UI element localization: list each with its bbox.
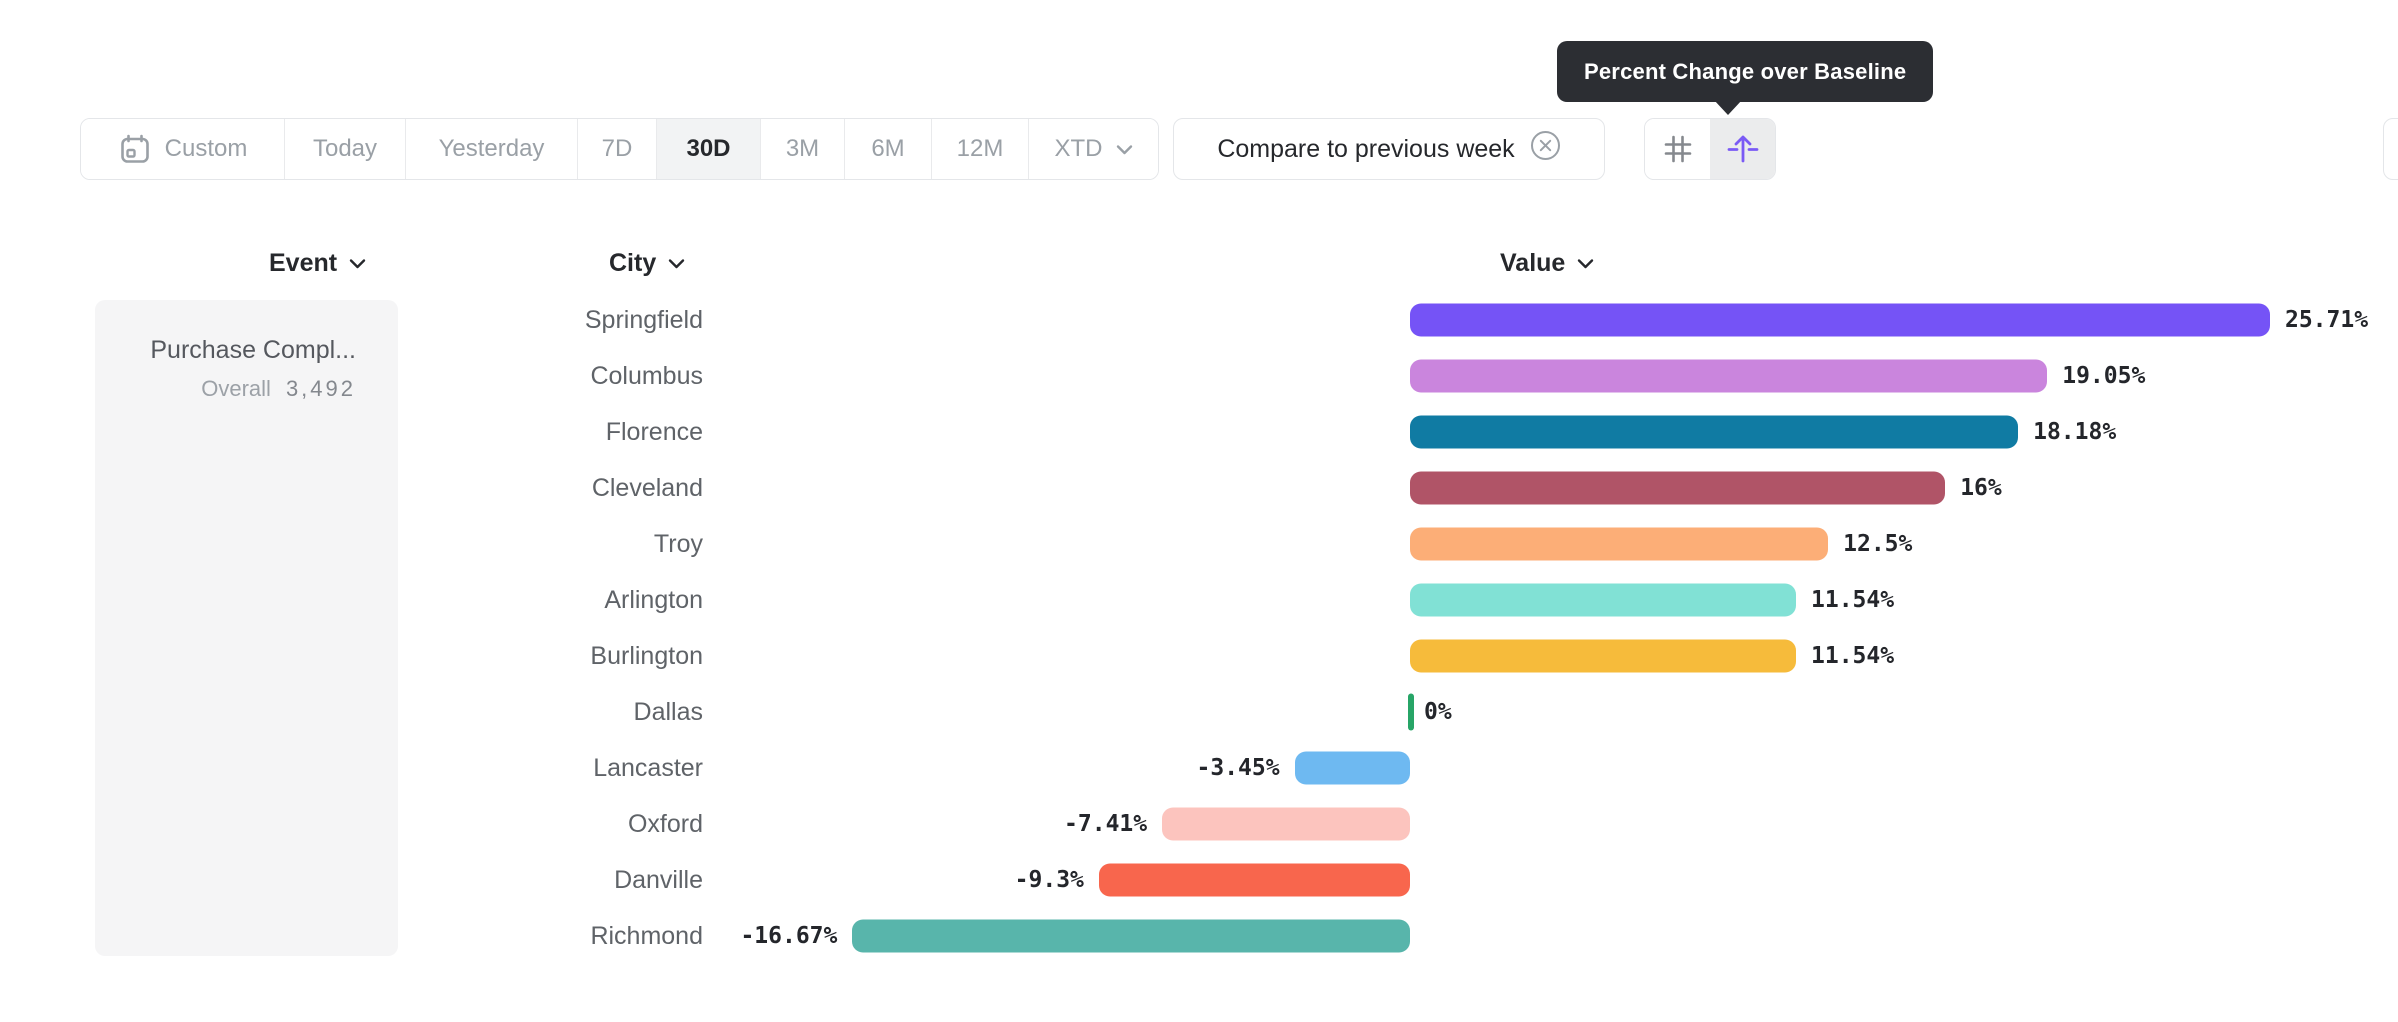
city-label[interactable]: Danville — [614, 866, 703, 894]
chart-row-richmond: Richmond -16.67% — [0, 908, 2398, 964]
value-label: 25.71% — [2284, 307, 2369, 333]
event-name: Purchase Compl... — [150, 336, 356, 364]
city-label[interactable]: Springfield — [584, 306, 703, 334]
bar-danville[interactable] — [1098, 863, 1410, 897]
calendar-icon — [118, 132, 152, 166]
chart-row-columbus: Columbus 19.05% — [0, 348, 2398, 404]
bar-chart: Springfield 25.71% Columbus 19.05% Florence 1… — [0, 292, 2398, 972]
chevron-down-icon — [1116, 144, 1133, 155]
event-metric-value: 3,492 — [285, 376, 356, 401]
value-label: 16% — [1960, 475, 2002, 501]
date-range-button-12m[interactable]: 12M — [932, 119, 1029, 179]
date-range-button-6m[interactable]: 6M — [845, 119, 932, 179]
column-header-value[interactable]: Value — [1500, 247, 1594, 279]
date-range-button-label: Yesterday — [438, 135, 545, 162]
value-label: 0% — [1424, 699, 1452, 725]
column-header-city[interactable]: City — [609, 247, 685, 279]
chevron-down-icon — [1578, 258, 1594, 268]
bar-lancaster[interactable] — [1294, 751, 1410, 785]
chevron-down-icon — [349, 258, 366, 268]
date-range-button-xtd[interactable]: XTD — [1029, 119, 1158, 179]
edge-partial-button[interactable] — [2383, 118, 2398, 180]
city-label[interactable]: Columbus — [590, 362, 703, 390]
value-label: 12.5% — [1843, 531, 1913, 557]
column-header-value-label: Value — [1500, 248, 1566, 277]
value-label: -16.67% — [740, 923, 838, 949]
date-range-button-label: 12M — [956, 135, 1004, 162]
date-range-button-label: Custom — [164, 135, 248, 162]
column-header-event-label: Event — [269, 248, 338, 277]
city-label[interactable]: Cleveland — [591, 474, 703, 502]
date-range-button-3m[interactable]: 3M — [761, 119, 845, 179]
date-range-button-label: 3M — [785, 135, 820, 162]
bar-cleveland[interactable] — [1410, 471, 1946, 505]
bar-dallas[interactable] — [1408, 693, 1414, 731]
date-range-button-yesterday[interactable]: Yesterday — [406, 119, 578, 179]
tooltip-arrow — [1714, 100, 1742, 115]
date-range-button-label: Today — [312, 135, 378, 162]
value-label: 19.05% — [2062, 363, 2146, 389]
value-label: -3.45% — [1196, 755, 1280, 781]
chart-row-springfield: Springfield 25.71% — [0, 292, 2398, 348]
date-range-toolbar: Custom Today Yesterday 7D 30D 3M 6M 12M XTD — [80, 118, 1159, 180]
compare-chip[interactable]: Compare to previous week — [1173, 118, 1605, 180]
bar-richmond[interactable] — [852, 919, 1410, 953]
value-label: -7.41% — [1064, 811, 1148, 837]
chart-row-burlington: Burlington 11.54% — [0, 628, 2398, 684]
chart-row-dallas: Dallas 0% — [0, 684, 2398, 740]
date-range-button-label: 7D — [601, 135, 633, 162]
value-label: 18.18% — [2033, 419, 2117, 445]
city-label[interactable]: Dallas — [633, 698, 703, 726]
column-header-city-label: City — [609, 248, 657, 277]
bar-florence[interactable] — [1410, 415, 2019, 449]
chevron-down-icon — [669, 258, 685, 268]
compare-chip-label: Compare to previous week — [1217, 134, 1515, 163]
chart-view-toggle — [1644, 118, 1776, 180]
hash-grid-icon[interactable] — [1645, 119, 1710, 179]
bar-springfield[interactable] — [1410, 303, 2270, 337]
city-label[interactable]: Florence — [605, 418, 703, 446]
value-label: 11.54% — [1811, 587, 1895, 613]
column-header-event[interactable]: Event — [269, 247, 366, 279]
baseline-arrow-icon[interactable] — [1710, 119, 1775, 179]
tooltip: Percent Change over Baseline — [1557, 41, 1934, 102]
city-label[interactable]: Lancaster — [593, 754, 703, 782]
chart-row-danville: Danville -9.3% — [0, 852, 2398, 908]
date-range-button-today[interactable]: Today — [285, 119, 406, 179]
bar-oxford[interactable] — [1162, 807, 1410, 841]
city-label[interactable]: Burlington — [590, 642, 703, 670]
date-range-button-7d[interactable]: 7D — [578, 119, 657, 179]
date-range-button-label: XTD — [1054, 135, 1103, 162]
date-range-button-label: 30D — [686, 135, 731, 162]
event-panel[interactable]: Purchase Compl... Overall 3,492 — [95, 300, 398, 956]
bar-columbus[interactable] — [1410, 359, 2048, 393]
city-label[interactable]: Oxford — [627, 810, 703, 838]
chart-row-troy: Troy 12.5% — [0, 516, 2398, 572]
city-label[interactable]: Troy — [653, 530, 703, 558]
bar-troy[interactable] — [1410, 527, 1829, 561]
date-range-button-custom[interactable]: Custom — [81, 119, 285, 179]
date-range-button-30d[interactable]: 30D — [657, 119, 761, 179]
chart-row-cleveland: Cleveland 16% — [0, 460, 2398, 516]
city-label[interactable]: Richmond — [590, 922, 703, 950]
city-label[interactable]: Arlington — [604, 586, 703, 614]
chart-row-arlington: Arlington 11.54% — [0, 572, 2398, 628]
value-label: 11.54% — [1811, 643, 1895, 669]
bar-arlington[interactable] — [1410, 583, 1796, 617]
bar-burlington[interactable] — [1410, 639, 1796, 673]
value-label: -9.3% — [1014, 867, 1084, 893]
chart-row-lancaster: Lancaster -3.45% — [0, 740, 2398, 796]
chart-row-florence: Florence 18.18% — [0, 404, 2398, 460]
close-circle-icon[interactable] — [1530, 130, 1561, 168]
chart-row-oxford: Oxford -7.41% — [0, 796, 2398, 852]
event-metric: Overall 3,492 — [115, 376, 356, 402]
event-metric-label: Overall — [201, 376, 271, 401]
date-range-button-label: 6M — [871, 135, 905, 162]
